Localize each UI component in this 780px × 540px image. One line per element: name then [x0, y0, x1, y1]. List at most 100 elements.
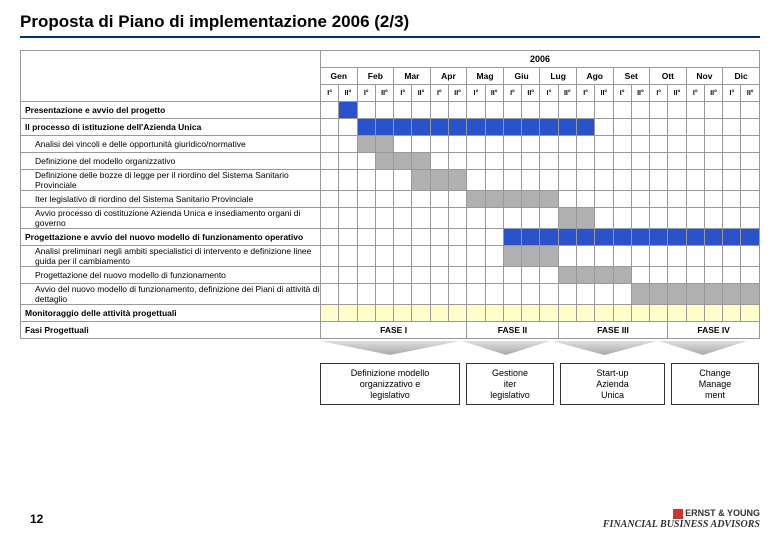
- gantt-cell: [704, 102, 722, 119]
- gantt-cell: [375, 208, 393, 229]
- company-logo: ERNST & YOUNG FINANCIAL BUSINESS ADVISOR…: [603, 509, 760, 530]
- task-label: Progettazione e avvio del nuovo modello …: [21, 229, 321, 246]
- gantt-cell: [467, 208, 485, 229]
- phase-description: Definizione modelloorganizzativo elegisl…: [320, 363, 460, 405]
- gantt-cell: [704, 284, 722, 305]
- gantt-cell: [522, 136, 540, 153]
- gantt-cell: [394, 153, 412, 170]
- gantt-cell: [540, 305, 558, 322]
- gantt-cell: [576, 102, 594, 119]
- gantt-cell: [430, 170, 448, 191]
- gantt-cell: [595, 284, 613, 305]
- gantt-cell: [595, 246, 613, 267]
- gantt-cell: [686, 208, 704, 229]
- gantt-cell: [375, 153, 393, 170]
- period-header: I°: [650, 85, 668, 102]
- gantt-cell: [668, 208, 686, 229]
- gantt-cell: [412, 170, 430, 191]
- gantt-cell: [412, 208, 430, 229]
- gantt-cell: [485, 119, 503, 136]
- gantt-cell: [321, 191, 339, 208]
- month-header: Set: [613, 68, 650, 85]
- gantt-cell: [448, 305, 466, 322]
- gantt-cell: [339, 229, 357, 246]
- period-header: I°: [467, 85, 485, 102]
- gantt-cell: [485, 153, 503, 170]
- task-label: Analisi preliminari negli ambiti special…: [21, 246, 321, 267]
- period-header: II°: [741, 85, 760, 102]
- gantt-cell: [668, 284, 686, 305]
- gantt-cell: [650, 119, 668, 136]
- period-header: II°: [412, 85, 430, 102]
- gantt-cell: [741, 267, 760, 284]
- gantt-cell: [339, 102, 357, 119]
- gantt-cell: [558, 208, 576, 229]
- gantt-cell: [394, 305, 412, 322]
- gantt-cell: [503, 229, 521, 246]
- gantt-cell: [558, 170, 576, 191]
- gantt-cell: [321, 170, 339, 191]
- gantt-cell: [394, 170, 412, 191]
- gantt-cell: [741, 305, 760, 322]
- logo-icon: [673, 509, 683, 519]
- gantt-cell: [613, 119, 631, 136]
- gantt-cell: [485, 284, 503, 305]
- gantt-cell: [540, 267, 558, 284]
- gantt-cell: [339, 284, 357, 305]
- arrow-down-icon: [320, 341, 460, 355]
- gantt-cell: [558, 267, 576, 284]
- gantt-cell: [522, 305, 540, 322]
- gantt-cell: [595, 191, 613, 208]
- month-header: Apr: [430, 68, 467, 85]
- gantt-cell: [522, 119, 540, 136]
- month-header: Feb: [357, 68, 394, 85]
- gantt-cell: [321, 229, 339, 246]
- gantt-cell: [522, 153, 540, 170]
- gantt-cell: [412, 246, 430, 267]
- period-header: II°: [704, 85, 722, 102]
- gantt-cell: [430, 208, 448, 229]
- gantt-cell: [668, 191, 686, 208]
- gantt-cell: [467, 153, 485, 170]
- gantt-cell: [723, 136, 741, 153]
- gantt-cell: [558, 305, 576, 322]
- gantt-cell: [321, 284, 339, 305]
- gantt-cell: [631, 305, 649, 322]
- gantt-cell: [741, 119, 760, 136]
- gantt-cell: [704, 170, 722, 191]
- monitor-label: Monitoraggio delle attività progettuali: [21, 305, 321, 322]
- period-header: II°: [631, 85, 649, 102]
- phase-description-boxes: Definizione modelloorganizzativo elegisl…: [320, 363, 760, 405]
- month-header: Mar: [394, 68, 431, 85]
- gantt-cell: [503, 305, 521, 322]
- gantt-cell: [339, 267, 357, 284]
- gantt-cell: [375, 246, 393, 267]
- gantt-cell: [723, 284, 741, 305]
- gantt-cell: [741, 153, 760, 170]
- phase-description: ChangeManagement: [671, 363, 759, 405]
- phase-cell: FASE IV: [668, 322, 760, 339]
- gantt-cell: [686, 153, 704, 170]
- gantt-cell: [668, 229, 686, 246]
- gantt-cell: [339, 170, 357, 191]
- gantt-cell: [741, 246, 760, 267]
- gantt-cell: [412, 153, 430, 170]
- gantt-cell: [503, 267, 521, 284]
- gantt-cell: [448, 229, 466, 246]
- gantt-cell: [668, 170, 686, 191]
- gantt-cell: [485, 267, 503, 284]
- gantt-cell: [503, 170, 521, 191]
- gantt-cell: [540, 153, 558, 170]
- month-header: Lug: [540, 68, 577, 85]
- gantt-cell: [503, 119, 521, 136]
- period-header: II°: [595, 85, 613, 102]
- gantt-cell: [467, 246, 485, 267]
- gantt-cell: [394, 284, 412, 305]
- gantt-cell: [686, 102, 704, 119]
- task-label: Definizione del modello organizzativo: [21, 153, 321, 170]
- gantt-cell: [704, 153, 722, 170]
- period-header: I°: [613, 85, 631, 102]
- gantt-cell: [741, 136, 760, 153]
- gantt-cell: [668, 136, 686, 153]
- gantt-cell: [595, 170, 613, 191]
